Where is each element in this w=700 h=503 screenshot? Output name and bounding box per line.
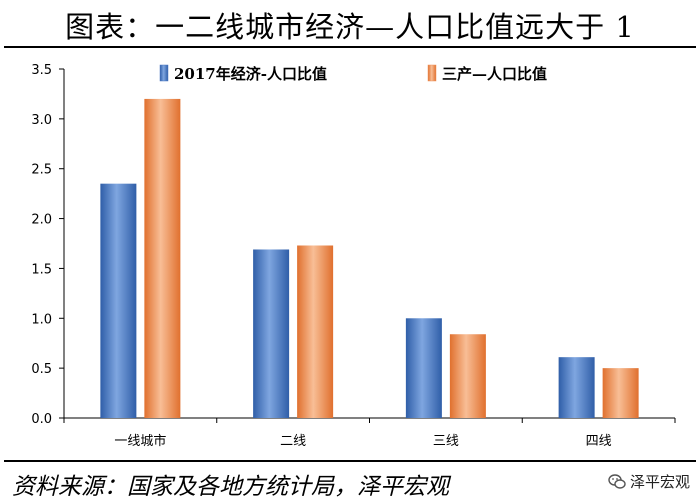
legend-label-series1: 2017年经济-人口比值 (174, 65, 327, 83)
legend-swatch-series1 (159, 64, 169, 82)
y-tick-label: 0.0 (31, 412, 52, 427)
y-tick-label: 3.5 (31, 63, 52, 78)
legend: 2017年经济-人口比值 三产—人口比值 (159, 64, 547, 83)
legend-swatch-series2 (427, 64, 437, 82)
bar-chart: 0.0 0.5 1.0 1.5 2.0 2.5 3.0 3.5 一线城市 二线 三线 四线 2017… (31, 63, 676, 449)
bar-series2-0 (144, 98, 181, 418)
brand-watermark: 泽平宏观 (608, 471, 690, 492)
x-tick-label: 三线 (433, 434, 459, 449)
title-divider (4, 46, 696, 48)
y-tick-label: 2.5 (31, 163, 52, 178)
legend-label-series2: 三产—人口比值 (442, 65, 547, 83)
wechat-icon (608, 473, 626, 489)
y-tick-label: 1.5 (31, 262, 52, 277)
bar-series2-3 (602, 368, 639, 418)
x-tick-label: 二线 (280, 434, 306, 449)
x-tick-label: 一线城市 (114, 433, 166, 449)
bar-series1-0 (100, 183, 137, 418)
footer-divider (4, 460, 696, 462)
x-axis: 一线城市 二线 三线 四线 (63, 417, 676, 449)
y-axis: 0.0 0.5 1.0 1.5 2.0 2.5 3.0 3.5 (31, 63, 65, 427)
y-tick-label: 0.5 (31, 362, 52, 377)
bar-series2-2 (449, 334, 486, 418)
bar-series1-1 (253, 249, 290, 418)
y-tick-label: 1.0 (31, 312, 52, 327)
chart-title: 图表：一二线城市经济—人口比值远大于 1 (65, 10, 635, 44)
y-tick-label: 3.0 (31, 113, 52, 128)
brand-label: 泽平宏观 (629, 473, 690, 491)
bar-series1-3 (558, 357, 595, 418)
bars (100, 98, 639, 418)
bar-series2-1 (297, 245, 334, 418)
x-tick-label: 四线 (586, 434, 612, 449)
y-tick-label: 2.0 (31, 213, 52, 228)
source-note: 资料来源：国家及各地方统计局，泽平宏观 (12, 474, 449, 500)
bar-series1-2 (405, 318, 442, 418)
